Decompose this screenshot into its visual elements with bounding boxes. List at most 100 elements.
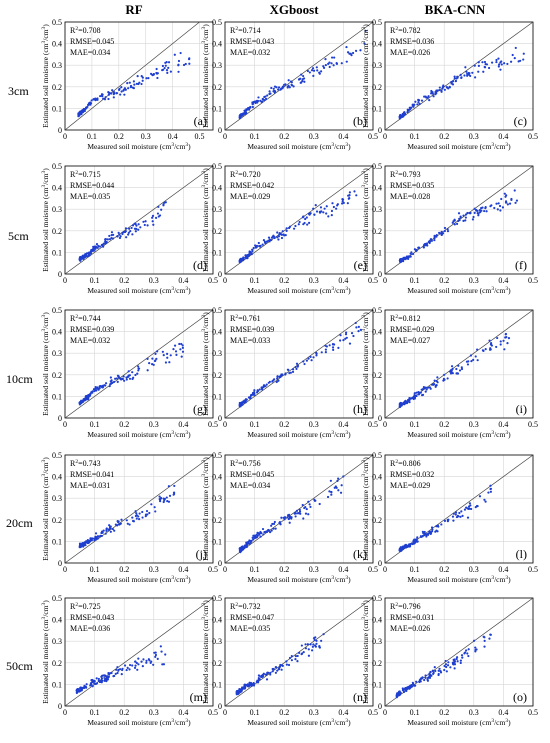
data-point	[307, 221, 311, 224]
data-point	[114, 377, 117, 380]
data-point	[404, 688, 407, 691]
data-point	[242, 113, 245, 116]
x-tick-label: 0.5	[368, 565, 378, 574]
data-point	[128, 523, 131, 526]
data-point	[287, 79, 290, 82]
data-point	[462, 214, 465, 217]
y-tick-label: 0.5	[52, 162, 62, 171]
data-point	[121, 668, 124, 672]
data-point	[298, 651, 301, 655]
data-point	[308, 71, 311, 74]
data-point	[354, 49, 358, 52]
data-point	[431, 528, 434, 531]
x-tick-label: 0.2	[114, 132, 124, 141]
x-tick-label: 0.3	[309, 708, 319, 717]
data-point	[156, 657, 159, 661]
data-point	[462, 219, 465, 222]
data-point	[85, 683, 88, 686]
data-point	[453, 659, 456, 662]
y-tick-label: 0.2	[372, 83, 382, 92]
data-point	[110, 671, 113, 675]
data-point	[182, 63, 186, 67]
data-point	[348, 52, 351, 55]
data-point	[324, 348, 327, 351]
x-axis-label: Measured soil moisture (cm3/cm3)	[87, 286, 191, 295]
rmse-label: RMSE=0.036	[390, 37, 434, 46]
y-tick-label: 0	[378, 702, 382, 711]
y-tick-label: 0.2	[372, 659, 382, 668]
x-tick-label: 0.2	[439, 420, 449, 429]
data-point	[312, 643, 315, 646]
rmse-label: RMSE=0.039	[70, 325, 114, 334]
data-point	[415, 391, 418, 394]
data-point	[90, 683, 93, 687]
mae-label: MAE=0.028	[390, 192, 430, 201]
panel-letter: (d)	[193, 258, 207, 272]
column-titles: RF XGboost BKA-CNN	[125, 2, 486, 17]
data-point	[484, 500, 487, 503]
data-point	[136, 75, 139, 78]
mae-label: MAE=0.034	[70, 48, 110, 57]
data-point	[453, 218, 456, 221]
y-tick-label: 0.4	[212, 616, 222, 625]
data-point	[154, 655, 157, 659]
data-point	[263, 240, 266, 243]
data-point	[181, 346, 184, 349]
data-point	[342, 201, 345, 204]
y-axis-label: Estimated soil moisture (cm3/cm3)	[41, 24, 50, 128]
data-point	[290, 516, 293, 519]
data-point	[452, 519, 455, 522]
rmse-label: RMSE=0.045	[230, 470, 274, 479]
data-point	[175, 353, 178, 356]
data-point	[415, 680, 418, 683]
data-point	[118, 233, 121, 236]
data-point	[345, 45, 348, 49]
data-point	[276, 375, 279, 378]
plot-frame	[224, 454, 374, 564]
data-point	[276, 236, 279, 239]
data-point	[164, 361, 168, 364]
data-point	[289, 371, 292, 374]
data-point	[157, 215, 160, 218]
data-point	[320, 70, 323, 73]
data-point	[305, 359, 308, 362]
data-point	[239, 688, 242, 691]
data-point	[456, 372, 460, 375]
data-point	[306, 69, 309, 73]
data-point	[466, 211, 469, 215]
x-tick-label: 0.2	[119, 276, 129, 285]
panel-letter: (e)	[354, 258, 367, 272]
x-tick-label: 0.4	[338, 132, 348, 141]
y-tick-label: 0.3	[52, 637, 62, 646]
mae-label: MAE=0.027	[390, 336, 430, 345]
panel-letter: (l)	[516, 547, 527, 561]
data-point	[173, 484, 176, 488]
data-point	[449, 666, 452, 669]
column-title-xgboost: XGboost	[269, 2, 319, 17]
data-point	[278, 520, 282, 524]
data-point	[489, 633, 492, 636]
data-point	[319, 206, 323, 209]
data-point	[460, 510, 463, 513]
data-point	[318, 71, 321, 74]
data-point	[421, 676, 424, 679]
data-point	[125, 668, 128, 672]
data-point	[110, 231, 114, 234]
data-point	[79, 544, 83, 547]
data-point	[188, 57, 191, 60]
data-point	[440, 233, 443, 237]
data-point	[273, 89, 276, 93]
data-point	[487, 491, 490, 494]
data-point	[309, 505, 312, 509]
data-point	[147, 77, 150, 80]
y-tick-label: 0.4	[52, 616, 62, 625]
data-point	[472, 358, 475, 361]
data-point	[464, 66, 467, 69]
data-point	[127, 87, 130, 90]
x-tick-label: 0.1	[250, 708, 260, 717]
data-point	[457, 364, 460, 367]
x-tick-label: 0.4	[338, 565, 348, 574]
data-point	[302, 650, 305, 654]
data-point	[177, 70, 180, 73]
data-point	[145, 509, 149, 513]
